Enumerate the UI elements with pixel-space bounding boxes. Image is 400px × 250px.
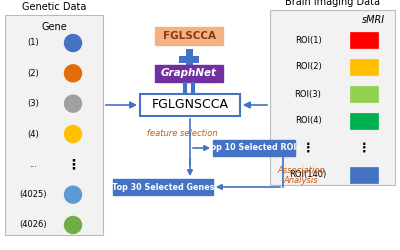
Text: (2): (2) xyxy=(27,69,39,78)
Text: (4025): (4025) xyxy=(19,190,47,199)
Text: (3): (3) xyxy=(27,99,39,108)
Text: FGLGNSCCA: FGLGNSCCA xyxy=(152,98,228,112)
Bar xyxy=(270,10,395,185)
Bar xyxy=(350,59,378,75)
Text: Brain imaging Data: Brain imaging Data xyxy=(285,0,380,7)
Bar xyxy=(350,86,378,102)
Text: GraphNet: GraphNet xyxy=(161,68,217,78)
Text: sMRI: sMRI xyxy=(362,15,384,25)
Bar xyxy=(350,113,378,129)
Text: ROI(140): ROI(140) xyxy=(289,170,327,179)
Text: ROI(2): ROI(2) xyxy=(295,62,321,72)
Bar xyxy=(155,65,223,82)
Circle shape xyxy=(64,65,82,82)
Text: ROI(4): ROI(4) xyxy=(295,116,321,126)
Circle shape xyxy=(64,216,82,234)
Text: ⋮: ⋮ xyxy=(358,142,370,154)
Bar xyxy=(350,167,378,183)
Text: (4026): (4026) xyxy=(19,220,47,230)
Bar xyxy=(186,49,192,69)
Text: (4): (4) xyxy=(27,130,39,138)
Text: Top 10 Selected ROIs: Top 10 Selected ROIs xyxy=(206,144,302,152)
Bar xyxy=(5,15,103,235)
Circle shape xyxy=(64,95,82,112)
Circle shape xyxy=(64,34,82,51)
Text: Association
Analysis: Association Analysis xyxy=(277,166,325,185)
Text: Genetic Data: Genetic Data xyxy=(22,2,86,12)
Text: feature selection: feature selection xyxy=(147,130,217,138)
Text: ...: ... xyxy=(29,160,37,169)
Text: ⋮: ⋮ xyxy=(66,157,80,171)
Text: (1): (1) xyxy=(27,38,39,48)
Text: ⋮: ⋮ xyxy=(302,142,314,154)
Text: FGLSCCA: FGLSCCA xyxy=(162,31,216,41)
Text: Top 30 Selected Genes: Top 30 Selected Genes xyxy=(112,182,214,192)
Bar xyxy=(155,27,223,45)
Text: ROI(1): ROI(1) xyxy=(295,36,321,44)
Bar xyxy=(350,32,378,48)
Circle shape xyxy=(64,186,82,203)
Bar xyxy=(179,56,199,62)
Bar xyxy=(213,140,295,156)
Text: Gene: Gene xyxy=(41,22,67,32)
Bar xyxy=(140,94,240,116)
Text: ROI(3): ROI(3) xyxy=(294,90,322,98)
Bar xyxy=(113,179,213,195)
Circle shape xyxy=(64,126,82,142)
